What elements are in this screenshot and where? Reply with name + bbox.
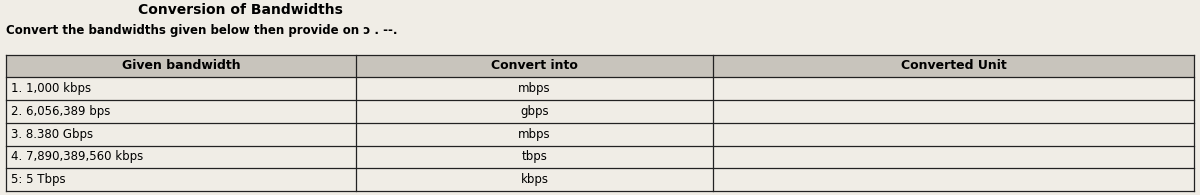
Text: Conversion of Bandwidths: Conversion of Bandwidths [138, 3, 343, 17]
Bar [6, 55, 1194, 77]
Text: tbps: tbps [522, 151, 547, 163]
Text: Convert the bandwidths given below then provide on ɔ . --.: Convert the bandwidths given below then … [6, 24, 397, 37]
Text: Converted Unit: Converted Unit [900, 59, 1007, 73]
Text: kbps: kbps [521, 173, 548, 186]
Text: 3. 8.380 Gbps: 3. 8.380 Gbps [11, 128, 92, 141]
Text: 2. 6,056,389 bps: 2. 6,056,389 bps [11, 105, 110, 118]
Text: Convert into: Convert into [491, 59, 578, 73]
Text: 5: 5 Tbps: 5: 5 Tbps [11, 173, 66, 186]
Text: 1. 1,000 kbps: 1. 1,000 kbps [11, 82, 91, 95]
Text: mbps: mbps [518, 82, 551, 95]
Text: gbps: gbps [521, 105, 548, 118]
Text: mbps: mbps [518, 128, 551, 141]
Text: Given bandwidth: Given bandwidth [122, 59, 240, 73]
Text: 4. 7,890,389,560 kbps: 4. 7,890,389,560 kbps [11, 151, 143, 163]
